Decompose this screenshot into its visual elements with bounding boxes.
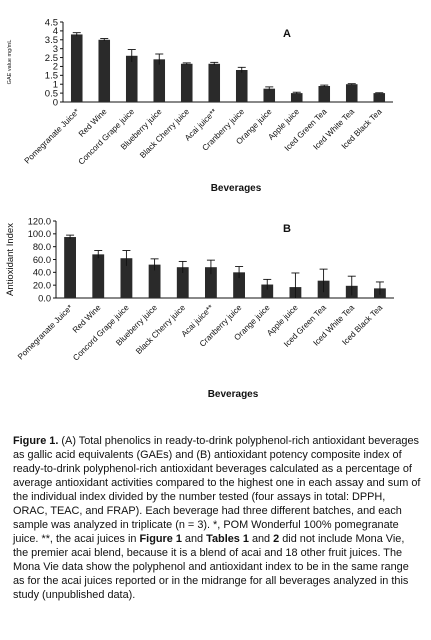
bar [263, 88, 276, 102]
y-tick-label: 3.5 [45, 35, 58, 46]
y-tick-label: 120.0 [28, 216, 51, 226]
x-tick-label: Pomegranate Juice* [23, 106, 82, 165]
panel-letter: A [283, 28, 291, 40]
bar [235, 70, 248, 102]
bar [176, 267, 189, 298]
y-tick-label: 4 [53, 26, 58, 37]
bar [70, 34, 83, 102]
bar [261, 284, 274, 298]
x-tick-label: Black Cherry juice [138, 107, 191, 160]
y-tick-label: 1.5 [45, 71, 58, 82]
bar [373, 93, 386, 102]
y-tick-label: 1 [53, 80, 58, 91]
bar [120, 258, 133, 298]
y-tick-label: 60.0 [33, 255, 51, 265]
caption-figure-label: Figure 1. [13, 435, 59, 447]
caption-text: (A) Total phenolics in ready-to-drink po… [13, 435, 421, 545]
y-axis-label: Antioxidant Index [5, 223, 16, 296]
x-tick-label: Pomegranate Juice* [16, 302, 75, 361]
bar [205, 267, 217, 298]
y-tick-label: 20.0 [33, 280, 51, 290]
x-axis-label: Beverages [211, 183, 262, 194]
y-tick-label: 4.5 [45, 17, 58, 28]
y-tick-label: 100.0 [28, 229, 51, 239]
bar [153, 59, 166, 102]
y-tick-label: 80.0 [33, 242, 51, 252]
y-axis-label: GAE value mg/mL [7, 40, 13, 85]
bar [233, 272, 245, 298]
y-tick-label: 2 [53, 62, 58, 73]
x-axis-label: Beverages [208, 389, 259, 400]
caption-ref-table-2: 2 [273, 533, 280, 545]
bar [125, 55, 138, 102]
bar [208, 63, 221, 102]
bar [148, 264, 161, 298]
y-tick-label: 3 [53, 44, 58, 55]
y-tick-label: 0.5 [45, 88, 58, 99]
bar [318, 86, 331, 102]
caption-ref-figure: Figure 1 [139, 533, 182, 545]
y-tick-label: 0 [53, 97, 58, 108]
bar [345, 84, 358, 102]
panel-a-chart: 00.511.522.533.544.5 GAE value mg/mL A Pome… [7, 17, 393, 194]
y-tick-label: 40.0 [33, 268, 51, 278]
y-tick-label: 2.5 [45, 53, 58, 64]
bar [92, 254, 105, 298]
caption-text: and [248, 533, 274, 545]
bar [98, 39, 111, 102]
caption-text: did not include Mona Vie, the premier ac… [13, 533, 409, 601]
x-tick-label: Black Cherry juice [134, 303, 187, 356]
y-tick-label: 0.0 [38, 293, 51, 303]
figure-caption: Figure 1. (A) Total phenolics in ready-t… [13, 434, 421, 602]
bar [180, 63, 193, 102]
caption-ref-tables: Tables 1 [206, 533, 249, 545]
panel-b-chart: 0.0 20.0 40.0 60.0 80.0 100.0 120.0 Antioxidant… [5, 216, 394, 400]
caption-text: and [181, 533, 207, 545]
panel-letter: B [283, 223, 291, 235]
bar [64, 237, 76, 298]
bar [290, 93, 303, 102]
